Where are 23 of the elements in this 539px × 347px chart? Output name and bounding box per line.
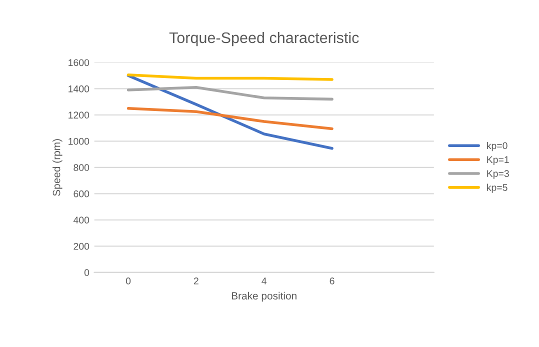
y-tick-label: 1000 — [68, 138, 90, 145]
y-tick-label: 400 — [73, 216, 90, 224]
x-tick-label: 2 — [194, 278, 198, 284]
y-axis-title: Speed (rpm) — [52, 139, 62, 196]
y-tick-label: 1400 — [68, 85, 90, 92]
y-tick-label: 600 — [74, 190, 90, 198]
y-tick-label: 200 — [74, 242, 90, 250]
x-tick-label: 0 — [126, 278, 131, 284]
line-series — [126, 106, 334, 130]
x-tick-label: 6 — [330, 278, 334, 284]
line-series — [126, 74, 334, 150]
legend-label: Kp=1 — [487, 156, 509, 165]
legend-label: kp=5 — [487, 184, 508, 193]
y-tick-label: 1200 — [68, 112, 90, 119]
legend-label: Kp=3 — [487, 170, 509, 179]
x-axis-title: Brake position — [232, 292, 296, 302]
legend-label: kp=0 — [487, 142, 508, 152]
chart-title: Torque-Speed characteristic — [169, 32, 359, 46]
y-tick-label: 0 — [84, 269, 90, 276]
y-tick-label: 800 — [74, 164, 90, 172]
x-tick-label: 4 — [262, 278, 267, 284]
y-tick-label: 1600 — [68, 59, 90, 66]
line-series — [126, 86, 334, 101]
